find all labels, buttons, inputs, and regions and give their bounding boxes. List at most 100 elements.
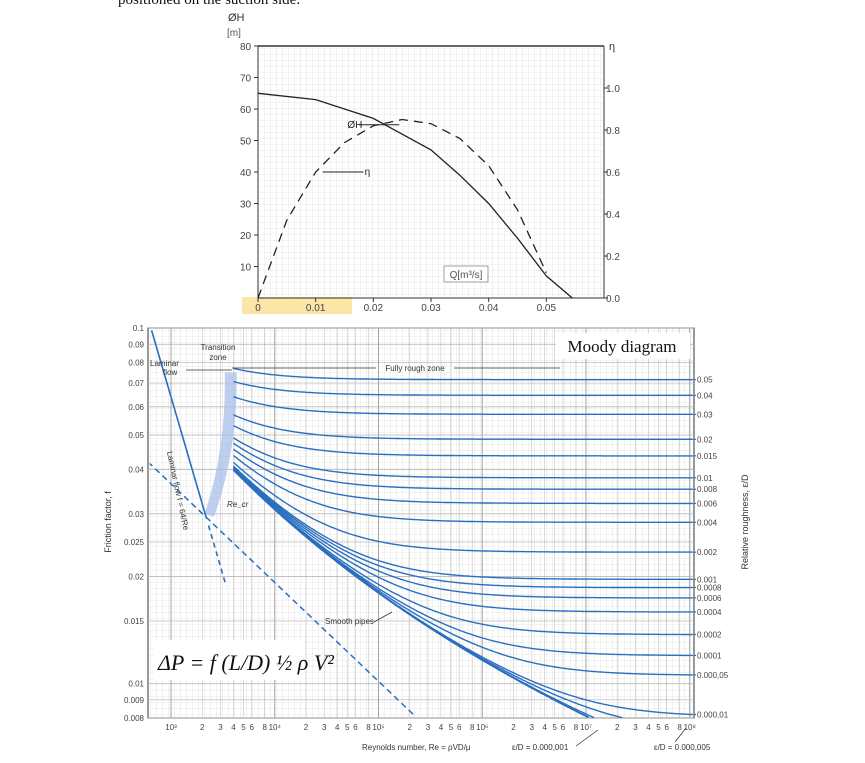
moody-roughness-curve	[233, 465, 693, 580]
moody-roughness-label: 0.04	[697, 391, 713, 400]
moody-x-tick-label: 2	[615, 723, 620, 732]
pump-x-tick-label: 0.02	[364, 303, 384, 314]
moody-roughness-label: 0.01	[697, 474, 713, 483]
moody-x-tick-label: 8	[470, 723, 475, 732]
moody-roughness-label: 0.001	[697, 575, 718, 584]
moody-roughness-label: 0.0002	[697, 630, 722, 639]
pump-y2-tick-label: 0.0	[606, 294, 620, 305]
moody-laminar-flow-label-2: flow	[163, 368, 177, 377]
moody-x-tick-label: 4	[439, 723, 444, 732]
moody-y-tick-label: 0.06	[128, 403, 144, 412]
moody-roughness-curve	[233, 466, 693, 589]
moody-laminar-flow-label-1: Laminar	[150, 359, 179, 368]
moody-roughness-curve	[233, 424, 693, 457]
moody-fully-rough-zone-label: Fully rough zone	[385, 364, 445, 373]
pump-plot-area	[258, 46, 604, 298]
moody-roughness-curve	[233, 448, 693, 505]
moody-roughness-label: 0.0001	[697, 651, 722, 660]
moody-x-tick-label: 3	[633, 723, 638, 732]
moody-x-tick-label: 2	[511, 723, 516, 732]
pump-x-tick-label: 0.05	[537, 303, 557, 314]
moody-x-tick-label: 3	[426, 723, 431, 732]
moody-x-tick-label: 6	[250, 723, 255, 732]
moody-roughness-curve	[233, 414, 693, 440]
moody-roughness-label: 0.000,05	[697, 671, 729, 680]
moody-roughness-curve	[233, 367, 693, 381]
moody-x-tick-label: 5	[241, 723, 246, 732]
pump-y2-tick-label: 1.0	[606, 84, 620, 95]
moody-y-tick-label: 0.09	[128, 340, 144, 349]
moody-formula-box	[154, 640, 304, 680]
moody-x-tick-label: 8	[366, 723, 371, 732]
moody-y-tick-label: 0.02	[128, 573, 144, 582]
moody-x-tick-label: 5	[345, 723, 350, 732]
moody-y-axis-label: Friction factor, f	[103, 491, 113, 553]
moody-roughness-label: 0.0004	[697, 608, 722, 617]
moody-x-tick-label: 10⁴	[269, 723, 282, 732]
moody-y-tick-label: 0.1	[133, 324, 145, 333]
pump-x-tick-label: 0	[255, 303, 261, 314]
moody-x-tick-label: 6	[353, 723, 358, 732]
moody-title-box	[556, 333, 690, 359]
pump-head-curve-label: ØH	[347, 120, 362, 131]
moody-x-tick-label: 6	[664, 723, 669, 732]
pump-efficiency-curve	[257, 118, 547, 299]
moody-roughness-curve	[233, 467, 693, 613]
pump-y2-tick-label: 0.2	[606, 252, 620, 263]
moody-y-tick-label: 0.015	[124, 617, 145, 626]
moody-roughness-label: 0.006	[697, 499, 718, 508]
moody-x-tick-label: 2	[304, 723, 309, 732]
moody-roughness-curve	[233, 467, 693, 599]
moody-transition-zone-label-2: zone	[209, 353, 227, 362]
moody-x-tick-label: 4	[542, 723, 547, 732]
moody-x-tick-label: 2	[407, 723, 412, 732]
moody-roughness-curve	[233, 454, 693, 523]
moody-x-tick-label: 3	[322, 723, 327, 732]
moody-x-tick-label: 8	[262, 723, 267, 732]
moody-x-tick-label: 4	[231, 723, 236, 732]
moody-extra-curve-pointer-2	[674, 727, 687, 743]
moody-roughness-curve	[233, 468, 693, 636]
moody-y-tick-label: 0.03	[128, 510, 144, 519]
moody-x-tick-label: 2	[200, 723, 205, 732]
moody-x-tick-label: 4	[335, 723, 340, 732]
moody-y-tick-label: 0.05	[128, 431, 144, 440]
pump-y-tick-label: 30	[240, 200, 252, 211]
moody-roughness-label: 0.000,01	[697, 710, 729, 719]
moody-x-axis-label: Reynolds number, Re = ρVD/μ	[362, 743, 471, 752]
moody-x-tick-label: 5	[449, 723, 454, 732]
pump-x-label-box	[443, 265, 489, 283]
pump-curve-chart: 0 0.01 0.02 0.03 0.04 0.05 10 20 30 40 50 60 70 80 0.0…	[227, 12, 620, 314]
pump-y-tick-label: 40	[240, 168, 252, 179]
moody-roughness-curve	[233, 380, 693, 396]
moody-transition-zone-label-1: Transition	[201, 343, 236, 352]
moody-transition-band	[204, 372, 237, 517]
moody-roughness-label: 0.002	[697, 548, 718, 557]
moody-y-tick-label: 0.07	[128, 379, 144, 388]
pump-head-curve	[257, 92, 573, 299]
moody-roughness-curve	[233, 442, 693, 490]
moody-recr-label: Re_cr	[227, 500, 249, 509]
moody-y-tick-label: 0.009	[124, 696, 145, 705]
moody-y-tick-label: 0.025	[124, 538, 145, 547]
pump-zero-label-highlight	[242, 297, 352, 314]
moody-roughness-curve	[233, 396, 693, 415]
moody-roughness-curve	[233, 437, 693, 479]
pump-y-tick-label: 60	[240, 105, 252, 116]
pump-x-tick-label: 0.03	[421, 303, 441, 314]
pump-y-unit: [m]	[227, 28, 241, 39]
moody-x-tick-label: 6	[561, 723, 566, 732]
moody-x-tick-label: 5	[553, 723, 558, 732]
moody-smooth-pipes-label: Smooth pipes	[325, 617, 374, 626]
moody-roughness-label: 0.0006	[697, 594, 722, 603]
moody-x-tick-label: 4	[646, 723, 651, 732]
moody-x-tick-label: 6	[457, 723, 462, 732]
pump-y-tick-label: 20	[240, 231, 252, 242]
moody-roughness-label: 0.0008	[697, 584, 722, 593]
pump-y-tick-label: 80	[240, 42, 252, 53]
pump-y2-tick-label: 0.4	[606, 210, 620, 221]
moody-roughness-label: 0.004	[697, 518, 718, 527]
moody-title: Moody diagram	[567, 337, 676, 356]
moody-y-tick-label: 0.04	[128, 465, 144, 474]
